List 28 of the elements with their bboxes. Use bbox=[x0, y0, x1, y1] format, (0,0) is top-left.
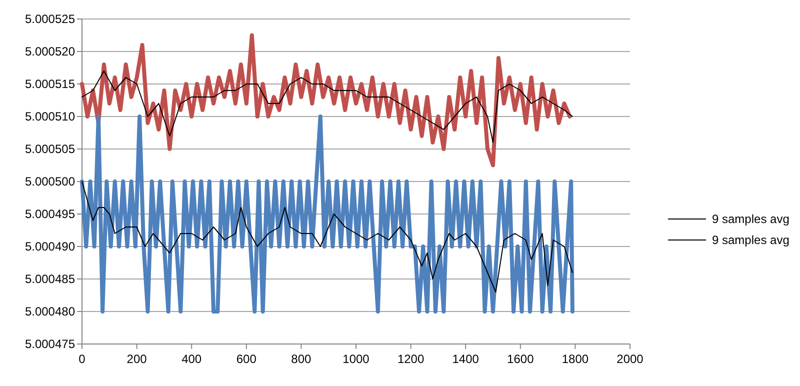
line-series bbox=[80, 114, 574, 314]
y-tick-label: 5.000475 bbox=[24, 337, 76, 352]
y-tick-label: 5.000495 bbox=[24, 207, 76, 222]
line-series bbox=[82, 181, 573, 292]
x-tick-label: 400 bbox=[182, 352, 202, 366]
legend-label: 9 samples avg bbox=[712, 212, 790, 226]
x-tick-label: 1600 bbox=[507, 352, 534, 366]
y-tick-label: 5.000490 bbox=[24, 240, 76, 254]
x-tick-label: 1200 bbox=[397, 352, 424, 366]
x-tick-label: 1400 bbox=[452, 352, 480, 366]
x-tick-label: 2000 bbox=[616, 352, 644, 366]
y-tick-label: 5.000500 bbox=[24, 174, 76, 189]
line-series bbox=[82, 70, 573, 143]
x-tick-label: 1000 bbox=[342, 352, 370, 366]
y-tick-label: 5.000480 bbox=[24, 304, 76, 319]
x-tick-label: 0 bbox=[78, 352, 86, 366]
y-tick-label: 5.000505 bbox=[24, 142, 76, 156]
y-tick-label: 5.000515 bbox=[24, 77, 76, 92]
line-series bbox=[80, 33, 572, 168]
y-tick-label: 5.000485 bbox=[24, 272, 76, 286]
y-tick-label: 5.000520 bbox=[24, 44, 76, 59]
y-tick-label: 5.000510 bbox=[24, 110, 76, 124]
y-tick-label: 5.000525 bbox=[24, 12, 76, 26]
x-tick-label: 600 bbox=[236, 352, 257, 366]
x-tick-label: 800 bbox=[291, 352, 312, 366]
x-tick-label: 200 bbox=[126, 352, 148, 366]
x-tick-label: 1800 bbox=[562, 352, 589, 366]
legend-label: 9 samples avg bbox=[712, 233, 790, 248]
